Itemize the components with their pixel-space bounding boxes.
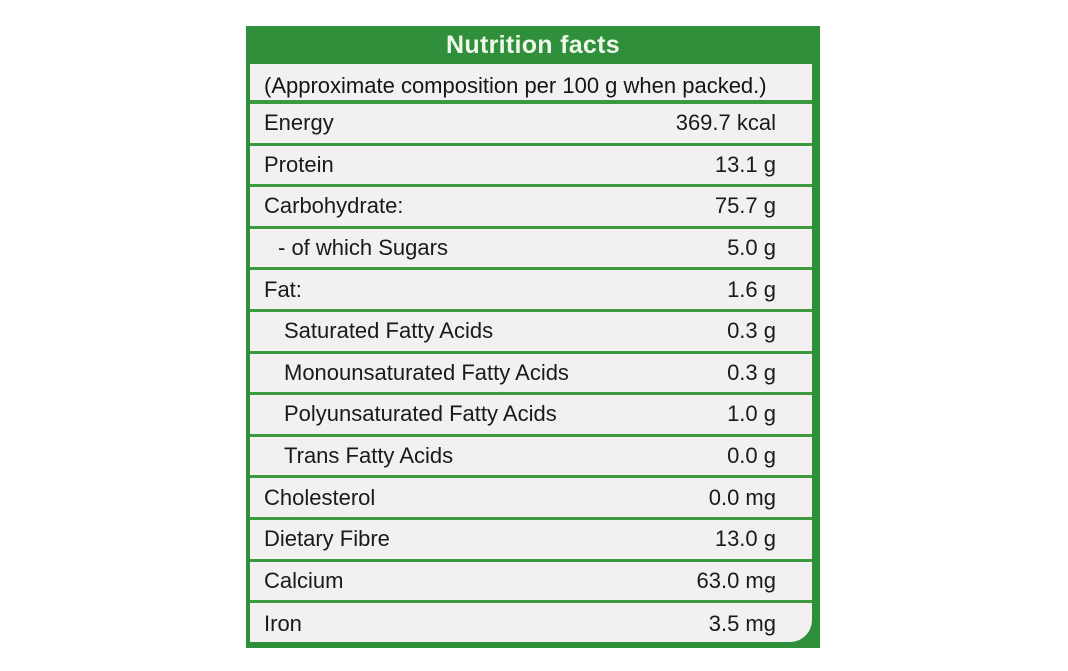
row-name: Energy [264,110,334,136]
row-value: 0.0 mg [708,484,776,510]
row-cholesterol: Cholesterol 0.0 mg [250,478,812,520]
row-polyunsaturated-fatty-acids: Polyunsaturated Fatty Acids 1.0 g [250,395,812,437]
row-calcium: Calcium 63.0 mg [250,562,812,604]
row-value: 75.7 g [714,193,776,219]
row-value: 0.3 g [727,359,776,385]
nutrition-label: Nutrition facts (Approximate composition… [246,26,820,648]
row-value: 1.0 g [727,401,776,427]
row-value: 0.3 g [727,318,776,344]
row-dietary-fibre: Dietary Fibre 13.0 g [250,520,812,562]
label-title: Nutrition facts [446,30,620,59]
row-energy: Energy 369.7 kcal [250,104,812,146]
row-saturated-fatty-acids: Saturated Fatty Acids 0.3 g [250,312,812,354]
row-name: Dietary Fibre [264,526,390,552]
row-trans-fatty-acids: Trans Fatty Acids 0.0 g [250,437,812,479]
row-name: Cholesterol [264,484,376,510]
row-name: Calcium [264,567,344,593]
row-value: 1.6 g [727,276,776,302]
row-fat: Fat: 1.6 g [250,270,812,312]
label-subtitle: (Approximate composition per 100 g when … [250,64,812,104]
row-monounsaturated-fatty-acids: Monounsaturated Fatty Acids 0.3 g [250,354,812,396]
row-value: 5.0 g [727,235,776,261]
row-name: Polyunsaturated Fatty Acids [284,401,557,427]
row-value: 13.1 g [714,151,776,177]
row-value: 0.0 g [727,443,776,469]
row-protein: Protein 13.1 g [250,146,812,188]
row-name: Monounsaturated Fatty Acids [284,359,569,385]
row-iron: Iron 3.5 mg [250,603,812,642]
nutrition-table: (Approximate composition per 100 g when … [250,64,812,642]
row-name: Carbohydrate: [264,193,404,219]
row-value: 13.0 g [714,526,776,552]
row-carbohydrate: Carbohydrate: 75.7 g [250,187,812,229]
row-name: Trans Fatty Acids [284,443,454,469]
row-name: Iron [264,610,302,636]
row-name: - of which Sugars [278,235,448,261]
row-sugars: - of which Sugars 5.0 g [250,229,812,271]
row-name: Saturated Fatty Acids [284,318,494,344]
row-value: 63.0 mg [696,567,777,593]
row-name: Fat: [264,276,302,302]
row-name: Protein [264,151,334,177]
row-value: 3.5 mg [708,610,776,636]
row-value: 369.7 kcal [675,110,776,136]
